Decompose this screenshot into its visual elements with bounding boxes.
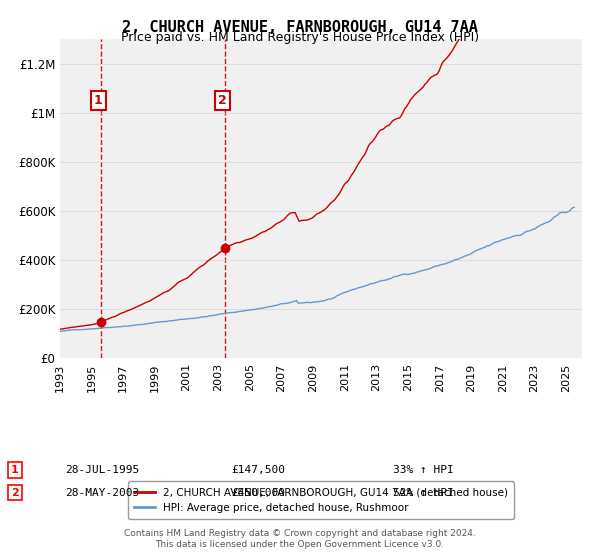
- Text: Contains HM Land Registry data © Crown copyright and database right 2024.
This d: Contains HM Land Registry data © Crown c…: [124, 529, 476, 549]
- Text: 33% ↑ HPI: 33% ↑ HPI: [392, 465, 454, 475]
- Text: £450,000: £450,000: [231, 488, 285, 498]
- Text: Price paid vs. HM Land Registry's House Price Index (HPI): Price paid vs. HM Land Registry's House …: [121, 31, 479, 44]
- Text: £147,500: £147,500: [231, 465, 285, 475]
- Text: 52% ↑ HPI: 52% ↑ HPI: [392, 488, 454, 498]
- Text: 28-JUL-1995: 28-JUL-1995: [65, 465, 139, 475]
- Text: 2, CHURCH AVENUE, FARNBOROUGH, GU14 7AA: 2, CHURCH AVENUE, FARNBOROUGH, GU14 7AA: [122, 20, 478, 35]
- Text: 1: 1: [11, 465, 19, 475]
- Text: 1: 1: [94, 94, 103, 107]
- Text: 2: 2: [218, 94, 227, 107]
- Text: 2: 2: [11, 488, 19, 498]
- Text: 28-MAY-2003: 28-MAY-2003: [65, 488, 139, 498]
- Legend: 2, CHURCH AVENUE, FARNBOROUGH, GU14 7AA (detached house), HPI: Average price, de: 2, CHURCH AVENUE, FARNBOROUGH, GU14 7AA …: [128, 482, 514, 519]
